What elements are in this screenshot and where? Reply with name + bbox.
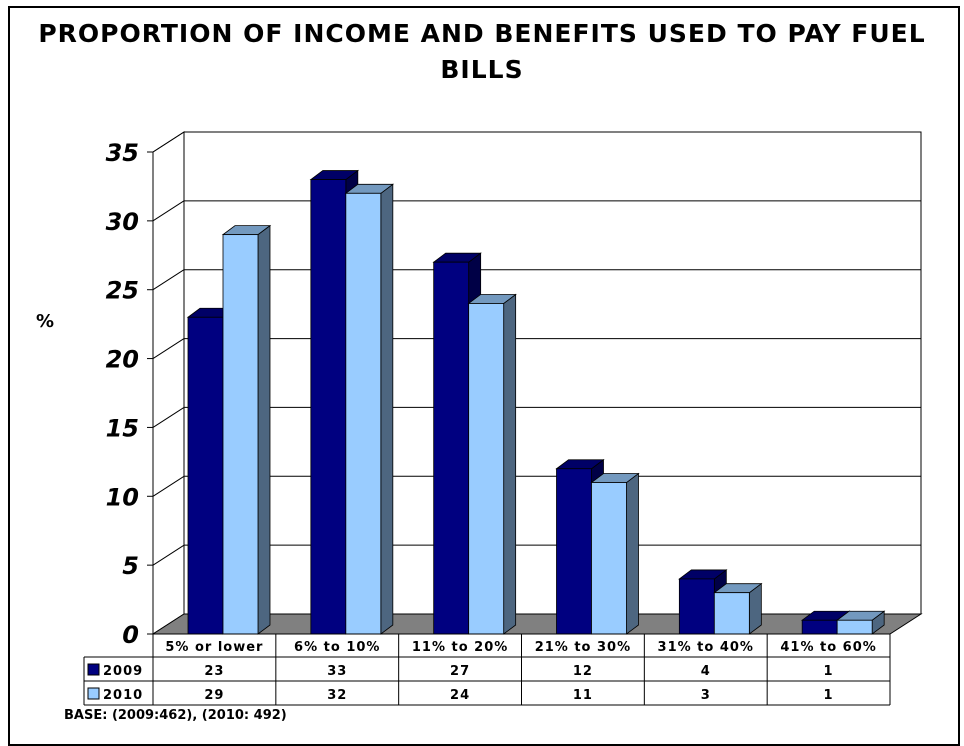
plot-side-wall <box>152 131 185 635</box>
bar-2010-2 <box>468 303 505 635</box>
table-cell-2009: 27 <box>450 664 470 679</box>
table-cell-2010: 29 <box>204 688 224 703</box>
x-category-label: 21% to 30% <box>535 640 631 655</box>
y-tick-label: 25 <box>106 277 139 305</box>
y-tick-label: 30 <box>106 208 139 236</box>
legend-label: 2010 <box>103 688 143 703</box>
bar-chart: 0 5 10 15 20 25 30 35 5% or lower 6% to 10% 11% to… <box>83 131 923 706</box>
table-cell-2010: 24 <box>450 688 470 703</box>
y-tick-label: 15 <box>106 414 139 442</box>
bar-2010-3 <box>591 482 627 635</box>
bar-2009-4 <box>678 578 715 635</box>
gridline-side <box>152 475 185 497</box>
y-tick-label: 20 <box>106 346 139 374</box>
bar-2010-5 <box>836 619 873 635</box>
x-category-label: 41% to 60% <box>780 640 876 655</box>
bar-side <box>626 472 639 635</box>
gridline-side <box>152 338 185 359</box>
bar-2009-2 <box>433 261 470 635</box>
table-cell-2010: 1 <box>824 688 834 703</box>
bar-side <box>257 224 271 635</box>
bar-2009-0 <box>187 316 224 635</box>
table-cell-2010: 3 <box>701 688 711 703</box>
gridline-side <box>152 544 185 566</box>
bar-2009-5 <box>801 619 838 635</box>
table-cell-2009: 12 <box>573 664 593 679</box>
gridline-side <box>152 407 185 428</box>
x-category-label: 11% to 20% <box>412 640 508 655</box>
base-footnote: BASE: (2009:462), (2010: 492) <box>64 708 287 723</box>
table-cell-2010: 32 <box>327 688 347 703</box>
y-tick-label: 5 <box>122 552 139 580</box>
x-category-label: 31% to 40% <box>658 640 754 655</box>
table-cell-2009: 1 <box>824 664 834 679</box>
table-cell-2009: 23 <box>204 664 224 679</box>
table-cell-2009: 33 <box>327 664 347 679</box>
bar-2010-4 <box>713 592 750 635</box>
x-category-label: 5% or lower <box>165 640 263 655</box>
y-axis-label: % <box>36 311 55 332</box>
x-category-label: 6% to 10% <box>294 640 380 655</box>
y-tick-label: 35 <box>106 139 139 167</box>
legend-key-2009 <box>87 663 100 676</box>
bar-2009-3 <box>556 468 592 635</box>
bar-2009-1 <box>310 179 347 635</box>
bar-side <box>503 293 517 635</box>
plot-back-wall <box>183 131 922 615</box>
bar-2010-0 <box>222 234 259 635</box>
gridline-side <box>152 131 185 153</box>
gridline-side <box>152 200 185 222</box>
table-cell-2009: 4 <box>701 664 711 679</box>
bar-side <box>380 183 394 635</box>
legend-key-2010 <box>87 687 100 700</box>
gridline-side <box>152 269 185 291</box>
table-cell-2010: 11 <box>573 688 593 703</box>
y-tick-label: 0 <box>122 621 139 649</box>
chart-title: PROPORTION OF INCOME AND BENEFITS USED T… <box>38 19 926 84</box>
legend-label: 2009 <box>103 664 143 679</box>
y-tick-label: 10 <box>106 483 139 511</box>
bar-2010-1 <box>345 192 382 635</box>
